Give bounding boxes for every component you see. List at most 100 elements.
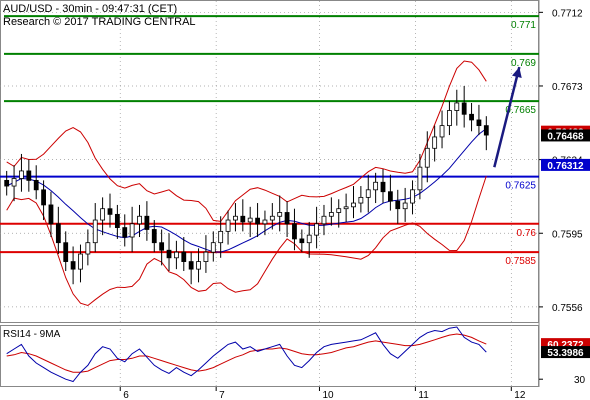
candle-body [48, 204, 54, 225]
candle-body [476, 119, 482, 127]
candle-body [417, 166, 423, 191]
candle-body [166, 249, 172, 259]
candle-body [107, 208, 113, 215]
candle-body [233, 215, 238, 221]
candle-body [151, 229, 157, 244]
candle-body [447, 110, 452, 127]
chart-title: AUD/USD - 30min - 09:47:31 (CET) [3, 3, 177, 15]
bollinger-lower [6, 175, 487, 307]
candle-body [277, 212, 283, 217]
candle-body [174, 251, 179, 259]
y-tick-label: 0.7673 [552, 82, 583, 93]
price-tag-box [541, 158, 590, 171]
candle-body [240, 215, 246, 223]
rsi-tick-label: 30 [574, 375, 586, 386]
candle-body [284, 212, 290, 225]
candle-body [26, 170, 32, 181]
y-tick-label: 0.7712 [552, 8, 583, 19]
candle-body [188, 261, 194, 270]
candle-body [114, 213, 120, 228]
projection-arrow [493, 66, 522, 168]
candle-body [410, 189, 415, 204]
candle-body [439, 125, 445, 138]
rsi-panel [6, 326, 487, 383]
candle-body [262, 219, 268, 225]
candle-body [387, 191, 393, 202]
x-axis: 6 7 10 11 12 [119, 387, 526, 400]
candle-body [159, 242, 165, 251]
candle-body [299, 238, 305, 244]
chart-copyright: Research © 2017 TRADING CENTRAL [3, 16, 196, 28]
y-tick-label: 0.7556 [552, 303, 583, 314]
candle-body [314, 223, 319, 236]
candle-body [137, 215, 142, 225]
candle-body [351, 202, 356, 208]
candle-body [402, 202, 408, 210]
level-label: 0.769 [511, 58, 536, 69]
candle-body [483, 125, 489, 136]
rsi-title: RSI14 - 9MA [3, 329, 61, 340]
candle-body [432, 136, 438, 149]
candle-body [196, 261, 201, 270]
level-label: 0.7665 [505, 105, 536, 116]
candle-body [461, 102, 467, 115]
bollinger-bands [6, 60, 487, 307]
price-tag-label: 0.76312 [547, 161, 584, 172]
candle-body [469, 113, 474, 121]
candle-body [321, 215, 327, 225]
candle-body [395, 200, 401, 210]
bollinger-upper [6, 60, 487, 222]
candle-body [358, 196, 364, 204]
x-tick-label: 12 [514, 390, 526, 400]
candle-body [210, 242, 216, 253]
moving-average [6, 128, 487, 253]
candle-body [78, 253, 83, 270]
candle-body [343, 206, 349, 210]
candle-body [4, 179, 10, 187]
arrow-head [512, 67, 522, 79]
rsi-tag-label: 60.2372 [547, 340, 584, 351]
rsi-tag-box [541, 346, 590, 359]
x-tick-label: 11 [418, 390, 429, 400]
candle-body [70, 261, 76, 270]
candle-body [144, 215, 150, 230]
candle-body [336, 208, 342, 213]
candle-body [380, 181, 386, 193]
candles [4, 85, 489, 285]
grid [0, 1, 539, 386]
level-label: 0.7585 [505, 256, 536, 267]
level-label: 0.771 [511, 20, 536, 31]
candle-body [292, 223, 297, 240]
rsi-line [6, 326, 487, 383]
candle-body [365, 189, 371, 198]
candle-body [92, 219, 98, 244]
price-tag-label: 0.76468 [547, 131, 584, 142]
candle-body [41, 189, 46, 206]
candle-body [306, 234, 312, 244]
candle-body [181, 251, 187, 262]
candle-body [328, 212, 334, 217]
y-tick-label: 0.7595 [552, 229, 583, 240]
x-tick-label: 10 [322, 390, 334, 400]
candle-body [269, 215, 275, 221]
price-tag-box [541, 129, 590, 142]
candle-body [255, 217, 260, 225]
candle-body [33, 179, 39, 191]
candle-body [218, 230, 224, 244]
candle-body [122, 227, 128, 238]
candle-body [63, 242, 69, 262]
x-tick-label: 6 [123, 390, 129, 400]
candle-body [225, 219, 231, 232]
candle-body [129, 223, 135, 238]
candle-body [247, 217, 253, 223]
candle-body [100, 208, 106, 221]
rsi-ma-line [6, 333, 487, 373]
candle-body [19, 170, 24, 179]
level-label: 0.7625 [505, 181, 536, 192]
candle-body [454, 102, 460, 111]
level-label: 0.76 [517, 228, 537, 239]
arrow-shaft [493, 66, 521, 168]
